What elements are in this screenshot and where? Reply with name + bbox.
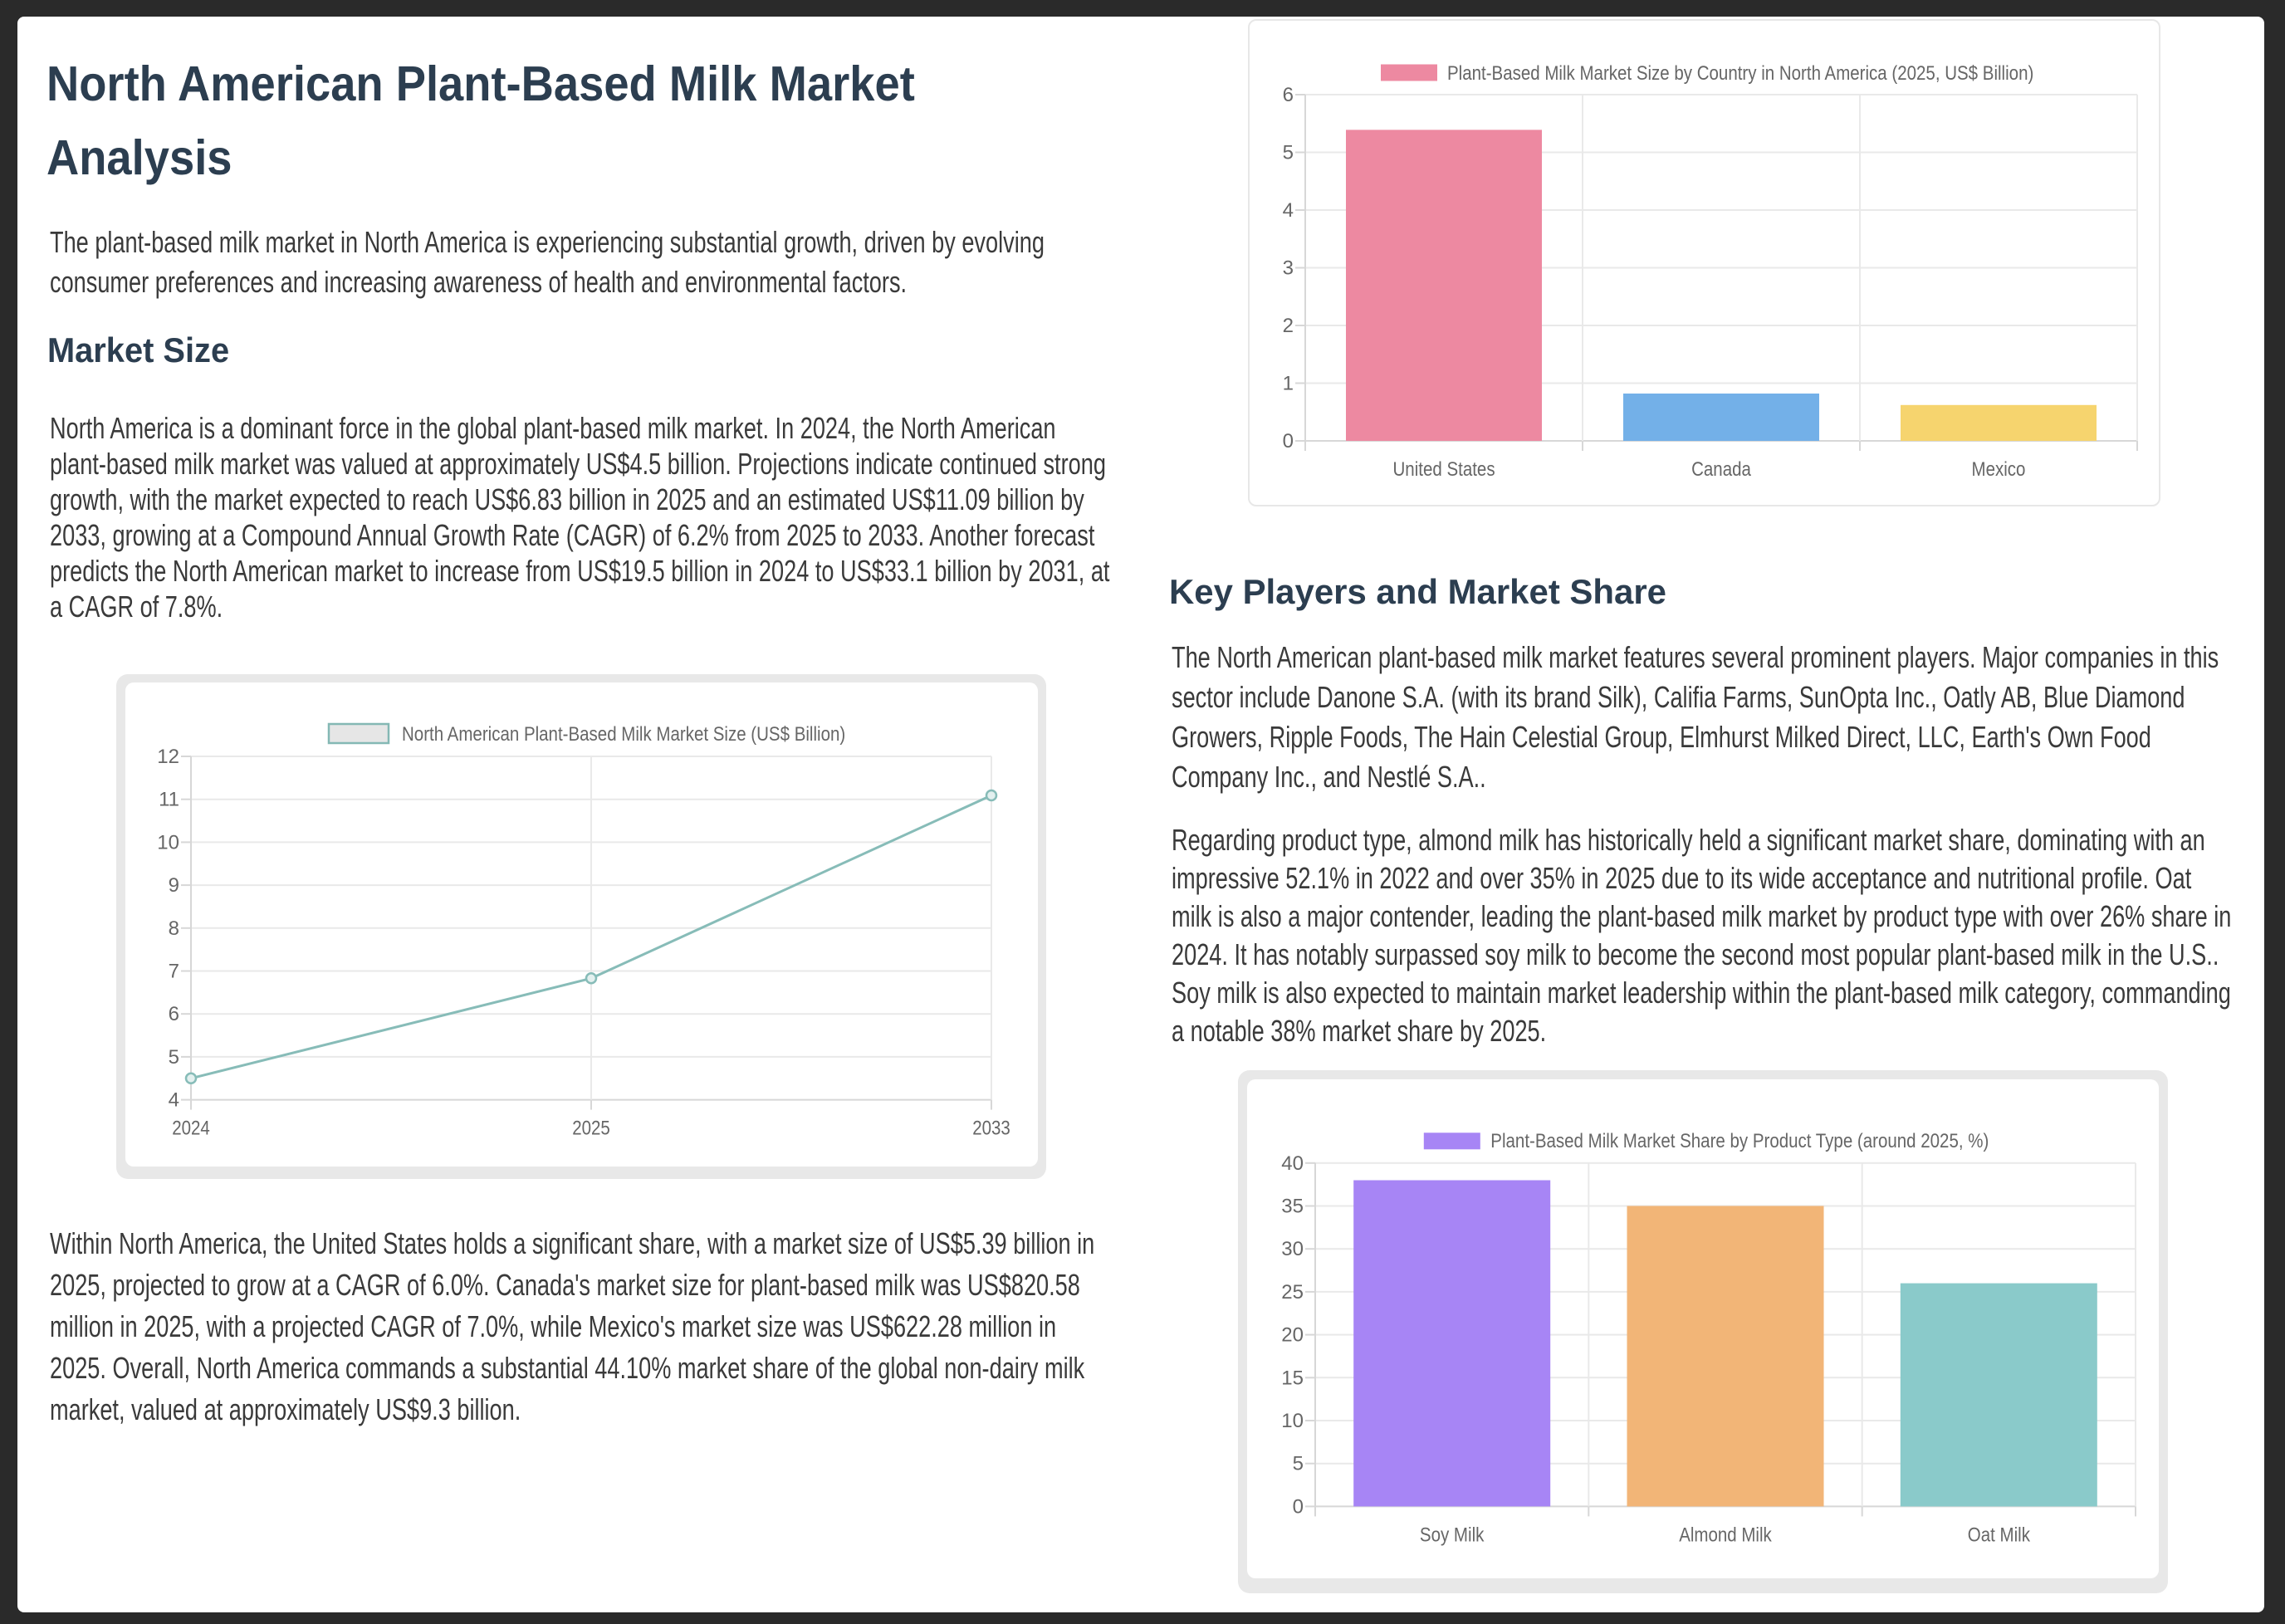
svg-text:5: 5 — [1283, 142, 1294, 164]
svg-text:North American Plant-Based Mil: North American Plant-Based Milk Market S… — [402, 723, 845, 746]
svg-text:20: 20 — [1281, 1324, 1304, 1347]
svg-text:4: 4 — [169, 1089, 179, 1112]
svg-text:6: 6 — [169, 1003, 179, 1025]
svg-text:United States: United States — [1393, 458, 1495, 481]
svg-text:0: 0 — [1283, 430, 1294, 452]
svg-text:Plant-Based Milk Market Size b: Plant-Based Milk Market Size by Country … — [1447, 62, 2033, 85]
svg-text:11: 11 — [159, 789, 179, 811]
svg-text:6: 6 — [1283, 84, 1294, 106]
svg-text:2024: 2024 — [172, 1118, 210, 1140]
svg-text:3: 3 — [1283, 257, 1294, 280]
svg-text:7: 7 — [169, 961, 179, 983]
svg-text:4: 4 — [1283, 199, 1294, 222]
svg-text:12: 12 — [157, 746, 179, 768]
svg-text:Oat Milk: Oat Milk — [1968, 1524, 2031, 1546]
svg-text:9: 9 — [169, 874, 179, 897]
svg-text:Plant-Based Milk Market Share: Plant-Based Milk Market Share by Product… — [1490, 1130, 1989, 1152]
svg-text:Almond Milk: Almond Milk — [1679, 1524, 1772, 1546]
svg-text:10: 10 — [1281, 1410, 1304, 1432]
svg-text:Soy Milk: Soy Milk — [1420, 1524, 1485, 1546]
svg-text:15: 15 — [1281, 1367, 1304, 1389]
svg-text:Mexico: Mexico — [1972, 458, 2026, 481]
svg-text:2: 2 — [1283, 315, 1294, 337]
svg-text:1: 1 — [1283, 373, 1294, 395]
svg-text:2033: 2033 — [972, 1118, 1010, 1140]
svg-text:8: 8 — [169, 917, 179, 940]
svg-text:30: 30 — [1281, 1238, 1304, 1260]
svg-text:40: 40 — [1281, 1152, 1304, 1175]
svg-text:10: 10 — [157, 831, 179, 854]
svg-text:0: 0 — [1293, 1495, 1304, 1518]
svg-text:5: 5 — [1293, 1453, 1304, 1475]
svg-text:2025: 2025 — [572, 1118, 610, 1140]
svg-text:Canada: Canada — [1691, 458, 1751, 481]
svg-text:35: 35 — [1281, 1196, 1304, 1218]
svg-text:25: 25 — [1281, 1281, 1304, 1304]
svg-text:5: 5 — [169, 1046, 179, 1069]
